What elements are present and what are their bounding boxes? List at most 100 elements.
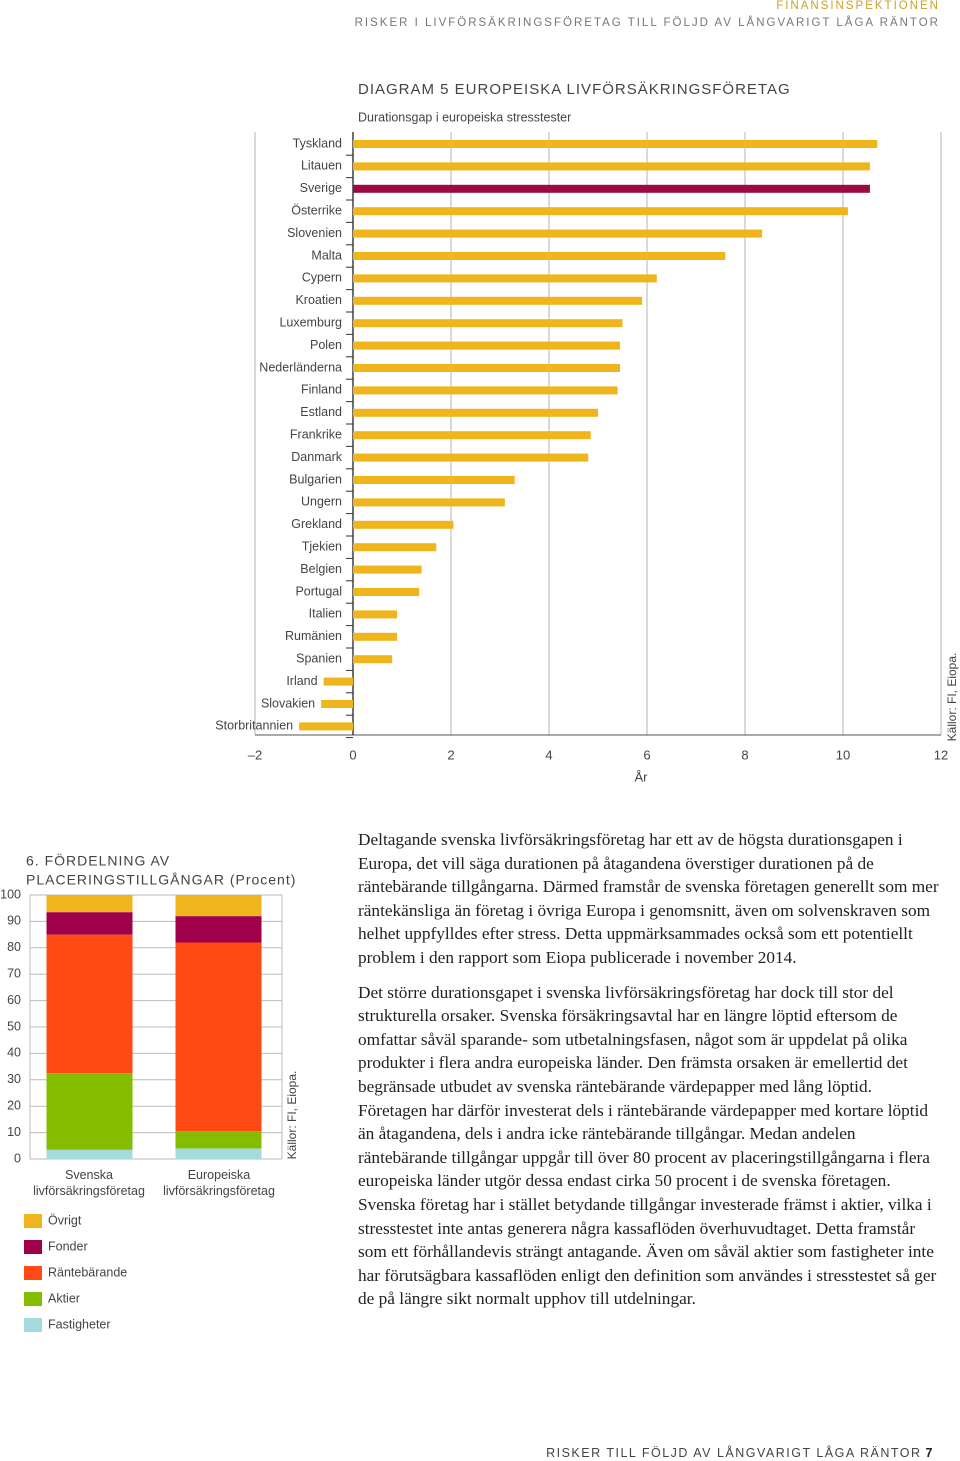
x-tick-label: 4 [545,747,552,762]
bar-segment [175,1131,262,1149]
chart-title: DIAGRAM 5 EUROPEISKA LIVFÖRSÄKRINGSFÖRET… [358,80,791,98]
y-tick-label: Irland [286,674,317,688]
bar [353,588,420,596]
bar [353,610,398,619]
y-tick-label: 60 [7,993,21,1007]
y-tick-label: 70 [7,966,21,980]
bar [353,565,422,574]
y-tick-label: Polen [310,338,342,352]
y-tick-label: 40 [7,1046,21,1060]
bar [353,364,621,372]
bar [353,162,870,171]
y-tick-label: Belgien [300,562,342,576]
x-tick-label: 0 [349,747,356,762]
bar [353,431,591,440]
y-tick-label: 50 [7,1019,21,1033]
legend-label: Fastigheter [48,1317,111,1331]
bar [353,229,763,238]
y-tick-label: Kroatien [295,293,342,307]
x-tick-label: 10 [836,747,850,762]
y-tick-label: Malta [311,248,342,262]
bar [299,722,353,731]
bar-segment [175,895,262,917]
bar-segment [46,895,133,913]
bar [353,207,848,216]
bar [353,252,726,260]
legend-swatch [24,1214,42,1228]
y-tick-label: 80 [7,940,21,954]
y-tick-label: Portugal [295,584,342,598]
legend-swatch [24,1292,42,1306]
paragraph: Deltagande svenska livförsäkringsföretag… [358,830,939,967]
bar [353,140,878,148]
chart-title: PLACERINGSTILLGÅNGAR (Procent) [26,872,296,888]
legend-swatch [24,1318,42,1332]
y-tick-label: Italien [309,607,342,621]
bar [353,319,623,328]
y-tick-label: Frankrike [290,427,342,441]
y-tick-label: Bulgarien [289,472,342,486]
legend-label: Fonder [48,1239,88,1253]
y-tick-label: Slovakien [261,696,315,710]
chart-title: 6. FÖRDELNING AV [26,852,170,869]
legend-label: Aktier [48,1291,80,1305]
bar [323,677,353,686]
y-tick-label: Sverige [300,181,342,195]
bar [353,520,454,529]
bar-segment [175,942,262,1132]
bar [353,296,643,305]
page-number: 7 [925,1446,934,1460]
bar [353,184,870,193]
x-tick-label: –2 [248,747,262,762]
bar [353,498,505,507]
x-axis-label: År [635,769,649,784]
y-tick-label: 20 [7,1098,21,1112]
bar-segment [46,934,133,1074]
y-tick-label: Tjekien [302,539,342,553]
bar-segment [175,916,262,943]
source: Källor: FI, Eiopa. [285,1071,299,1160]
bar [353,476,515,484]
footer: RISKER TILL FÖLJD AV LÅNGVARIGT LÅGA RÄN… [546,1446,934,1460]
bar-segment [46,912,133,935]
bar [353,632,398,641]
y-tick-label: Slovenien [287,226,342,240]
bar [353,453,589,462]
x-tick-label: 6 [643,747,650,762]
x-tick-label: 8 [741,747,748,762]
y-tick-label: Danmark [291,450,342,464]
legend-label: Räntebärande [48,1265,127,1279]
chart-subtitle: Durationsgap i europeiska stresstester [358,110,571,124]
bar [321,700,353,708]
bar [353,408,598,417]
legend-label: Övrigt [48,1213,82,1227]
y-tick-label: Finland [301,383,342,397]
bar [353,341,621,350]
body-text: Deltagande svenska livförsäkringsföretag… [358,828,942,1322]
footer-title: RISKER TILL FÖLJD AV LÅNGVARIGT LÅGA RÄN… [546,1446,922,1460]
y-tick-label: Tyskland [293,136,342,150]
y-tick-label: Spanien [296,651,342,665]
bar [353,386,618,395]
y-tick-label: 100 [0,887,21,901]
y-tick-label: 90 [7,914,21,928]
bar-segment [46,1073,133,1150]
source: Källor: FI, Eiopa. [945,653,959,742]
bar-segment [175,1148,262,1159]
y-tick-label: 10 [7,1125,21,1139]
bar [353,543,437,552]
legend-swatch [24,1240,42,1254]
category-label: Europeiska livförsäkringsföretag [163,1168,275,1198]
y-tick-label: 30 [7,1072,21,1086]
y-tick-label: Estland [300,405,342,419]
category-label: Svenska livförsäkringsföretag [33,1168,145,1198]
x-tick-label: 12 [934,747,948,762]
legend-swatch [24,1266,42,1280]
bar-segment [46,1149,133,1159]
y-tick-label: Storbritannien [215,719,293,733]
y-tick-label: Österrike [291,203,342,217]
y-tick-label: Grekland [291,517,342,531]
x-tick-label: 2 [447,747,454,762]
